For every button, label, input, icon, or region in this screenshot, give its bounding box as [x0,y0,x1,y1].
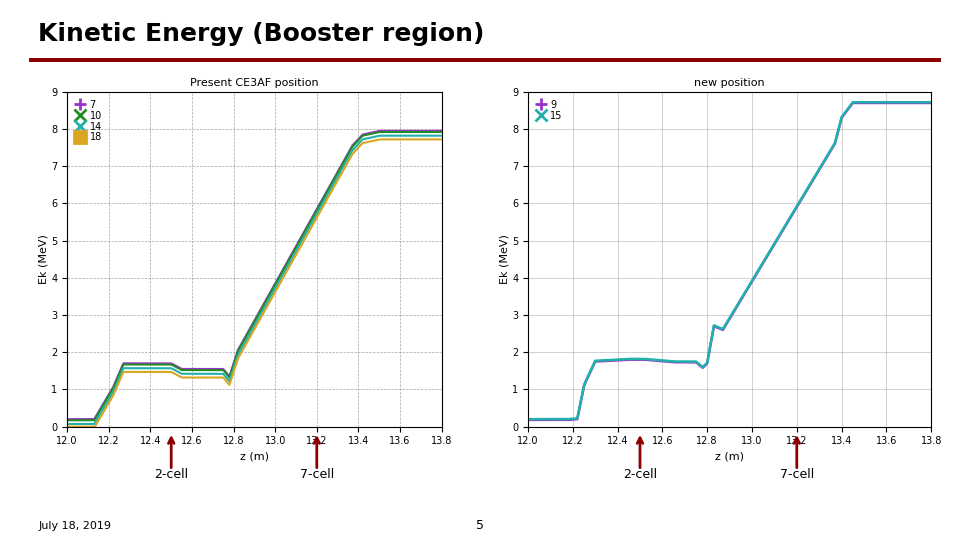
X-axis label: z (m): z (m) [240,452,269,462]
Text: Kinetic Energy (Booster region): Kinetic Energy (Booster region) [38,22,485,45]
Y-axis label: Ek (MeV): Ek (MeV) [38,234,48,284]
Text: 7-cell: 7-cell [780,468,814,481]
Text: 7-cell: 7-cell [300,468,334,481]
Legend: 7, 10, 14, 18: 7, 10, 14, 18 [72,97,105,145]
Text: July 18, 2019: July 18, 2019 [38,521,111,531]
X-axis label: z (m): z (m) [715,452,744,462]
Title: new position: new position [694,78,765,88]
Text: 2-cell: 2-cell [155,468,188,481]
Text: 5: 5 [476,519,484,532]
Text: 2-cell: 2-cell [623,468,657,481]
Legend: 9, 15: 9, 15 [533,97,565,124]
Y-axis label: Ek (MeV): Ek (MeV) [499,234,509,284]
Title: Present CE3AF position: Present CE3AF position [190,78,319,88]
